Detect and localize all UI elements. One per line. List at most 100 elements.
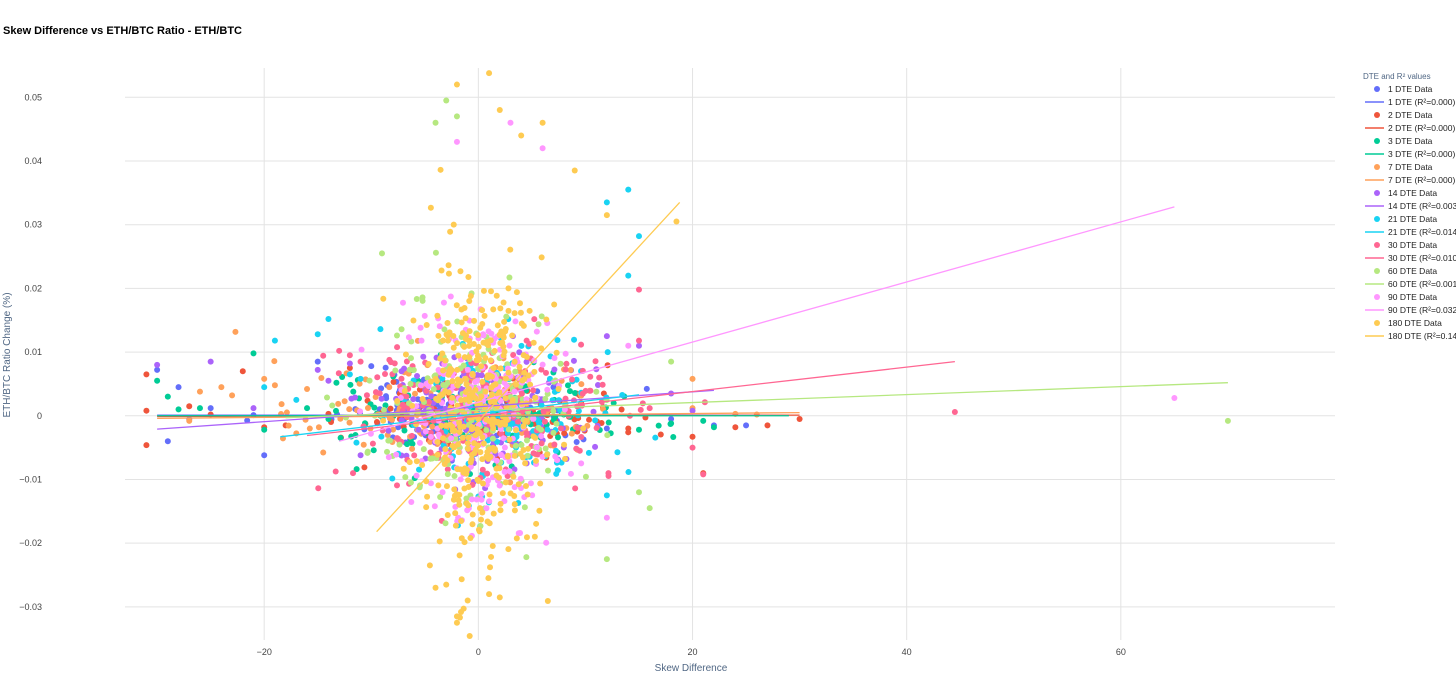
data-point bbox=[544, 451, 551, 458]
data-point bbox=[450, 344, 457, 351]
regression-line-6 bbox=[306, 360, 955, 437]
data-point bbox=[386, 384, 393, 391]
legend-item-data[interactable]: 30 DTE Data bbox=[1374, 240, 1437, 250]
legend-item-data[interactable]: 3 DTE Data bbox=[1374, 136, 1433, 146]
data-point bbox=[484, 470, 491, 477]
legend-item-data[interactable]: 7 DTE Data bbox=[1374, 162, 1433, 172]
data-point bbox=[500, 343, 507, 350]
data-point bbox=[1171, 394, 1178, 401]
data-point bbox=[350, 470, 357, 477]
data-point bbox=[558, 459, 565, 466]
data-point bbox=[469, 511, 476, 518]
data-point bbox=[447, 293, 454, 300]
legend-item-fit[interactable]: 1 DTE (R²=0.000) bbox=[1365, 97, 1455, 107]
legend-item-fit[interactable]: 21 DTE (R²=0.014) bbox=[1365, 227, 1456, 237]
data-point bbox=[490, 364, 497, 371]
data-point bbox=[566, 388, 573, 395]
data-point bbox=[570, 357, 577, 364]
regression-line-9 bbox=[376, 201, 681, 533]
data-point bbox=[501, 318, 508, 325]
data-point bbox=[516, 349, 523, 356]
data-point bbox=[539, 361, 546, 368]
data-point bbox=[436, 538, 443, 545]
data-point bbox=[764, 422, 771, 429]
legend-item-data[interactable]: 90 DTE Data bbox=[1374, 292, 1437, 302]
data-point bbox=[464, 597, 471, 604]
data-point bbox=[271, 382, 278, 389]
data-point bbox=[320, 352, 327, 359]
data-point bbox=[517, 529, 524, 536]
legend-item-fit[interactable]: 7 DTE (R²=0.000) bbox=[1365, 175, 1455, 185]
data-point bbox=[504, 473, 511, 480]
legend-item-fit[interactable]: 14 DTE (R²=0.003) bbox=[1365, 201, 1456, 211]
legend-item-fit[interactable]: 60 DTE (R²=0.001) bbox=[1365, 279, 1456, 289]
data-point bbox=[460, 605, 467, 612]
data-point bbox=[466, 328, 473, 335]
data-point bbox=[186, 417, 193, 424]
data-point bbox=[450, 333, 457, 340]
data-point bbox=[435, 367, 442, 374]
data-point bbox=[599, 381, 606, 388]
data-point bbox=[512, 442, 519, 449]
legend-item-data[interactable]: 14 DTE Data bbox=[1374, 188, 1437, 198]
data-point bbox=[512, 318, 519, 325]
data-point bbox=[497, 305, 504, 312]
data-point bbox=[427, 378, 434, 385]
data-point bbox=[466, 354, 473, 361]
data-point bbox=[469, 371, 476, 378]
data-point bbox=[419, 396, 426, 403]
data-point bbox=[532, 394, 539, 401]
data-point bbox=[471, 450, 478, 457]
data-point bbox=[481, 312, 488, 319]
data-point bbox=[384, 448, 391, 455]
data-point bbox=[380, 406, 387, 413]
data-point bbox=[593, 388, 600, 395]
data-point bbox=[506, 274, 513, 281]
data-point bbox=[346, 352, 353, 359]
data-point bbox=[378, 250, 385, 257]
data-point bbox=[689, 375, 696, 382]
legend-item-fit[interactable]: 2 DTE (R²=0.000) bbox=[1365, 123, 1455, 133]
data-point bbox=[261, 452, 268, 459]
legend-item-fit[interactable]: 3 DTE (R²=0.000) bbox=[1365, 149, 1455, 159]
legend-item-data[interactable]: 180 DTE Data bbox=[1374, 318, 1442, 328]
data-point bbox=[542, 395, 549, 402]
data-point bbox=[444, 466, 451, 473]
data-point bbox=[250, 405, 257, 412]
data-point bbox=[483, 505, 490, 512]
data-point bbox=[315, 424, 322, 431]
data-point bbox=[603, 333, 610, 340]
data-point bbox=[380, 295, 387, 302]
data-point bbox=[442, 388, 449, 395]
data-point bbox=[540, 408, 547, 415]
legend-label: 7 DTE (R²=0.000) bbox=[1388, 175, 1455, 185]
legend-item-data[interactable]: 2 DTE Data bbox=[1374, 110, 1433, 120]
data-point bbox=[363, 392, 370, 399]
data-point bbox=[164, 393, 171, 400]
legend-item-data[interactable]: 60 DTE Data bbox=[1374, 266, 1437, 276]
data-point bbox=[461, 343, 468, 350]
legend-item-fit[interactable]: 30 DTE (R²=0.010) bbox=[1365, 253, 1456, 263]
data-point bbox=[398, 326, 405, 333]
y-tick-label: −0.02 bbox=[19, 538, 42, 548]
data-point bbox=[503, 313, 510, 320]
legend-item-fit[interactable]: 180 DTE (R²=0.143) bbox=[1365, 331, 1456, 341]
legend-item-fit[interactable]: 90 DTE (R²=0.032) bbox=[1365, 305, 1456, 315]
data-point bbox=[419, 294, 426, 301]
data-point bbox=[462, 336, 469, 343]
data-point bbox=[416, 466, 423, 473]
regression-lines bbox=[157, 201, 1228, 533]
data-point bbox=[543, 539, 550, 546]
data-point bbox=[513, 381, 520, 388]
data-point bbox=[422, 428, 429, 435]
data-point bbox=[394, 344, 401, 351]
x-tick-label: 0 bbox=[476, 647, 481, 657]
data-point bbox=[502, 326, 509, 333]
data-point bbox=[383, 395, 390, 402]
data-point bbox=[346, 371, 353, 378]
data-point bbox=[673, 218, 680, 225]
data-point bbox=[486, 446, 493, 453]
legend-item-data[interactable]: 21 DTE Data bbox=[1374, 214, 1437, 224]
data-point bbox=[635, 342, 642, 349]
legend-item-data[interactable]: 1 DTE Data bbox=[1374, 84, 1433, 94]
